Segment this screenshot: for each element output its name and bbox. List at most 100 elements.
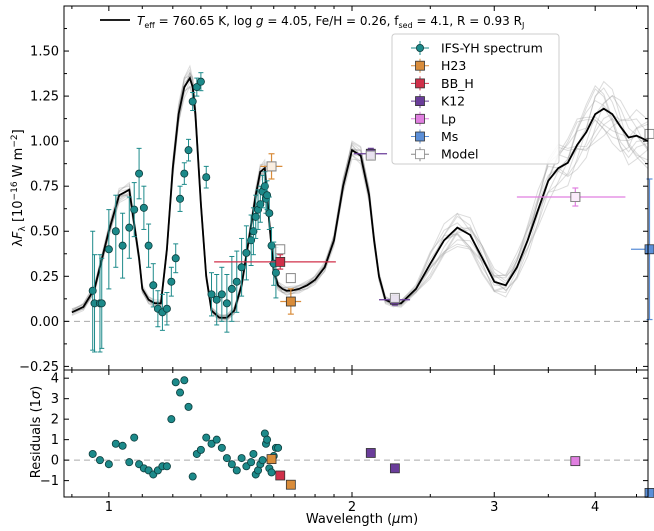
res-y-tick-label: −1 bbox=[40, 474, 59, 489]
y-tick-label: 1.50 bbox=[30, 45, 59, 60]
x-tick-label: 2 bbox=[348, 500, 356, 515]
ifs-residual-point bbox=[274, 443, 283, 452]
ifs-residual-point bbox=[196, 445, 205, 454]
ifs-residual-point bbox=[95, 456, 104, 465]
model-photometry-point bbox=[570, 192, 581, 203]
ifs-spectrum-point bbox=[167, 277, 176, 286]
model-photometry-point bbox=[365, 150, 376, 161]
photometry-point-h23 bbox=[285, 296, 296, 307]
y-tick-label: 1.00 bbox=[30, 135, 59, 150]
ifs-spectrum-point bbox=[184, 146, 193, 155]
ifs-residual-point bbox=[237, 454, 246, 463]
res-y-tick-label: 0 bbox=[51, 454, 59, 469]
ifs-residual-point bbox=[232, 466, 241, 475]
legend: IFS-YH spectrum H23 BB_H K12 Lp Ms Model bbox=[391, 33, 560, 165]
ifs-residual-point bbox=[258, 456, 267, 465]
residuals-panel-frame bbox=[63, 369, 649, 498]
legend-label: H23 bbox=[441, 58, 466, 73]
photometry-residual-k12 bbox=[365, 448, 376, 458]
y-tick-label: 0.25 bbox=[30, 270, 59, 285]
legend-label: BB_H bbox=[441, 76, 474, 91]
ifs-spectrum-point bbox=[130, 205, 139, 214]
photometry-residual-k12 bbox=[389, 463, 400, 474]
model-draw-line bbox=[71, 85, 649, 322]
residuals-x-ticks: 1 2 3 4 bbox=[71, 370, 637, 515]
spectrum-y-axis-label: λFλ [10−16 W m−2] bbox=[10, 129, 28, 246]
residuals-data-group bbox=[88, 376, 654, 498]
photometry-residual-lp bbox=[570, 456, 581, 467]
model-draw-line bbox=[71, 77, 649, 320]
ifs-residual-point bbox=[130, 433, 139, 442]
ifs-residual-point bbox=[212, 435, 221, 444]
legend-marker-square bbox=[415, 131, 425, 142]
y-tick-label: 0.00 bbox=[30, 315, 59, 330]
ifs-residual-point bbox=[207, 439, 216, 448]
ifs-spectrum-point bbox=[125, 223, 134, 232]
ifs-residual-point bbox=[88, 449, 97, 458]
y-tick-label: 0.50 bbox=[30, 225, 59, 240]
ifs-residual-point bbox=[176, 388, 185, 397]
legend-label: K12 bbox=[441, 94, 465, 109]
legend-label: Lp bbox=[441, 111, 456, 126]
res-y-tick-label: 3 bbox=[51, 392, 59, 407]
ifs-residual-point bbox=[118, 441, 127, 450]
ifs-residual-point bbox=[263, 435, 272, 444]
ifs-residual-point bbox=[125, 458, 134, 467]
ifs-spectrum-point bbox=[176, 194, 185, 203]
res-y-tick-label: 2 bbox=[51, 413, 59, 428]
ifs-spectrum-point bbox=[118, 241, 127, 250]
ifs-spectrum-point bbox=[104, 245, 113, 254]
model-photometry-point bbox=[285, 273, 296, 284]
x-axis-label: Wavelength (μm) bbox=[306, 512, 418, 527]
legend-marker-square bbox=[415, 78, 425, 89]
ifs-spectrum-point bbox=[247, 236, 256, 245]
ifs-spectrum-point bbox=[162, 304, 171, 313]
model-draw-line bbox=[71, 75, 649, 321]
model-draw-line bbox=[71, 71, 649, 317]
y-tick-label: 1.25 bbox=[30, 90, 59, 105]
ifs-spectrum-point bbox=[171, 254, 180, 263]
ifs-residual-point bbox=[162, 462, 171, 471]
photometry-residual-h23 bbox=[266, 454, 277, 465]
spectrum-y-ticks: −0.25 0.00 0.25 0.50 0.75 1.00 1.25 1.50 bbox=[19, 28, 648, 375]
ifs-spectrum-point bbox=[227, 284, 236, 293]
ifs-spectrum-point bbox=[149, 281, 158, 290]
legend-marker-square bbox=[415, 96, 425, 106]
ifs-spectrum-point bbox=[196, 77, 205, 86]
ifs-spectrum-point bbox=[217, 290, 226, 299]
ifs-spectrum-point bbox=[237, 263, 246, 272]
model-photometry-point bbox=[275, 244, 286, 255]
model-parameters-title: Teff = 760.65 K, log g = 4.05, Fe/H = 0.… bbox=[137, 14, 524, 30]
model-draw-line bbox=[71, 76, 649, 321]
x-tick-label: 1 bbox=[105, 500, 113, 515]
res-y-tick-label: 1 bbox=[51, 433, 59, 448]
legend-marker-circle bbox=[415, 44, 424, 53]
legend-marker-square bbox=[415, 113, 425, 124]
ifs-spectrum-point bbox=[222, 299, 231, 308]
model-photometry-point bbox=[266, 161, 277, 172]
ifs-spectrum-point bbox=[251, 212, 260, 221]
ifs-spectrum-point bbox=[207, 290, 216, 299]
legend-marker-square bbox=[415, 60, 425, 71]
ifs-residual-point bbox=[180, 376, 189, 385]
spectrum-data-group bbox=[71, 72, 654, 353]
ifs-residual-point bbox=[167, 415, 176, 424]
spectrum-panel-frame bbox=[63, 5, 649, 371]
ifs-residual-point bbox=[247, 458, 256, 467]
best-fit-model-line bbox=[71, 75, 649, 319]
residuals-y-ticks: −1 0 1 2 3 4 bbox=[40, 372, 648, 489]
photometry-residual-h23 bbox=[285, 479, 296, 490]
ifs-residual-point bbox=[111, 439, 120, 448]
ifs-residual-point bbox=[202, 433, 211, 442]
ifs-spectrum-point bbox=[271, 268, 280, 277]
x-tick-label: 4 bbox=[591, 500, 599, 515]
photometry-residual-ms bbox=[644, 488, 654, 498]
ifs-spectrum-point bbox=[188, 97, 197, 106]
ifs-residual-point bbox=[171, 378, 180, 387]
ifs-spectrum-point bbox=[111, 227, 120, 236]
ifs-spectrum-point bbox=[139, 203, 148, 212]
ifs-spectrum-point bbox=[249, 227, 258, 236]
model-draw-line bbox=[71, 72, 649, 317]
photometry-residual-bb_h bbox=[275, 470, 286, 481]
ifs-residual-point bbox=[267, 468, 276, 477]
